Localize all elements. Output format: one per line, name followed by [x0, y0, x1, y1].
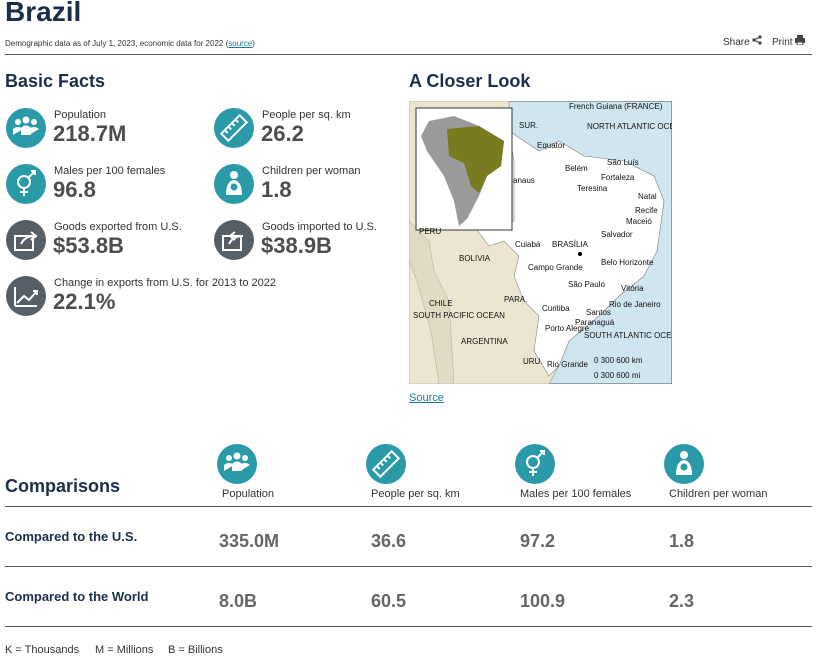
row-label: Compared to the U.S. — [5, 529, 138, 544]
map-label: SOUTH PACIFIC OCEAN — [413, 311, 505, 320]
map-label: Cuiabá — [515, 240, 541, 249]
share-button[interactable]: Share — [723, 35, 763, 48]
icon — [6, 164, 46, 204]
divider — [5, 54, 812, 55]
fact-value: 26.2 — [261, 121, 304, 146]
fact-label: Change in exports from U.S. for 2013 to … — [54, 277, 276, 289]
comparison-value: 97.2 — [520, 531, 556, 551]
fact-value: 218.7M — [53, 121, 127, 146]
comparison-value: 60.5 — [371, 591, 407, 611]
icon — [664, 444, 704, 484]
section-title: Basic Facts — [5, 71, 106, 91]
map-label: Equator — [537, 141, 565, 150]
map-label: Fortaleza — [601, 173, 635, 182]
map-label: Rio Grande — [547, 360, 588, 369]
icon — [515, 444, 555, 484]
fact-label: Population — [54, 109, 106, 121]
icon — [6, 108, 46, 148]
share-label: Share — [723, 37, 750, 48]
icon — [6, 220, 46, 260]
map-label: PERU — [419, 227, 441, 236]
icon — [6, 276, 46, 316]
map-label: CHILE — [429, 299, 453, 308]
source-link[interactable]: source — [228, 39, 253, 48]
map-label: SUR. — [519, 121, 538, 130]
map-label: BOLIVIA — [459, 254, 491, 263]
comparison-value: 8.0B — [219, 591, 258, 611]
icon — [217, 444, 257, 484]
section-title: Comparisons — [5, 476, 121, 496]
divider — [5, 626, 812, 627]
legend-item: M = Millions — [95, 644, 154, 656]
fact-value: 96.8 — [53, 177, 96, 202]
divider — [5, 506, 812, 507]
fact-label: People per sq. km — [262, 109, 351, 121]
icon — [366, 444, 406, 484]
map-label: Porto Alegre — [545, 324, 590, 333]
print-icon — [795, 35, 806, 46]
map-label: BRASÍLIA — [552, 240, 589, 249]
map-label: Belém — [565, 164, 588, 173]
column-label: People per sq. km — [371, 488, 460, 500]
map-label: ARGENTINA — [461, 337, 508, 346]
print-button[interactable]: Print — [772, 35, 806, 48]
map-label: URU. — [523, 357, 543, 366]
map-label: Vitória — [621, 284, 644, 293]
subtitle-text: ) — [252, 39, 255, 48]
comparison-value: 36.6 — [371, 531, 407, 551]
map-label: French Guiana (FRANCE) — [569, 102, 663, 111]
comparison-value: 2.3 — [669, 591, 695, 611]
subtitle-text: Demographic data as of July 1, 2023, eco… — [5, 39, 229, 48]
map-label: Curitiba — [542, 304, 570, 313]
legend-item: B = Billions — [168, 644, 223, 656]
map-label: São Paulo — [568, 280, 605, 289]
comparison-value: 100.9 — [520, 591, 566, 611]
map-label: Salvador — [601, 230, 633, 239]
map-label: São Luís — [607, 158, 639, 167]
column-label: Population — [222, 488, 274, 500]
map-label: NORTH ATLANTIC OCEAN — [587, 122, 672, 131]
fact-value: $53.8B — [53, 233, 124, 258]
comparison-value: 335.0M — [219, 531, 280, 551]
icon — [214, 220, 254, 260]
map-label: 0 300 600 km — [594, 356, 643, 365]
icon — [214, 164, 254, 204]
print-label: Print — [772, 37, 793, 48]
map-label: Campo Grande — [528, 263, 583, 272]
fact-label: Males per 100 females — [54, 165, 166, 177]
map-label: Natal — [638, 192, 657, 201]
map: French Guiana (FRANCE) SUR. NORTH ATLANTIC… — [409, 101, 672, 384]
map-label: anaus — [513, 176, 535, 185]
divider — [5, 566, 812, 567]
map-label: Santos — [586, 308, 611, 317]
map-label: SOUTH ATLANTIC OCEAN — [584, 331, 672, 340]
map-label: Belo Horizonte — [601, 258, 654, 267]
column-label: Males per 100 females — [520, 488, 632, 500]
legend-item: K = Thousands — [5, 644, 80, 656]
map-label: Paranaguá — [575, 318, 615, 327]
icon — [214, 108, 254, 148]
fact-value: 22.1% — [53, 289, 116, 314]
row-label: Compared to the World — [5, 589, 149, 604]
fact-value: $38.9B — [261, 233, 332, 258]
fact-value: 1.8 — [261, 177, 292, 202]
page-title: Brazil — [5, 0, 82, 27]
fact-label: Goods imported to U.S. — [262, 221, 377, 233]
comparison-value: 1.8 — [669, 531, 695, 551]
section-title: A Closer Look — [409, 71, 531, 91]
fact-label: Children per woman — [262, 165, 361, 177]
map-label: PARA. — [504, 295, 527, 304]
map-label: 0 300 600 mi — [594, 371, 640, 380]
fact-label: Goods exported from U.S. — [54, 221, 182, 233]
map-label: Teresina — [577, 184, 608, 193]
map-label: Maceió — [626, 217, 652, 226]
map-source-link[interactable]: Source — [409, 392, 444, 404]
share-icon — [752, 35, 763, 45]
column-label: Children per woman — [669, 488, 768, 500]
map-label: Rio de Janeiro — [609, 300, 661, 309]
subtitle: Demographic data as of July 1, 2023, eco… — [5, 39, 255, 48]
map-label: Recife — [635, 206, 658, 215]
